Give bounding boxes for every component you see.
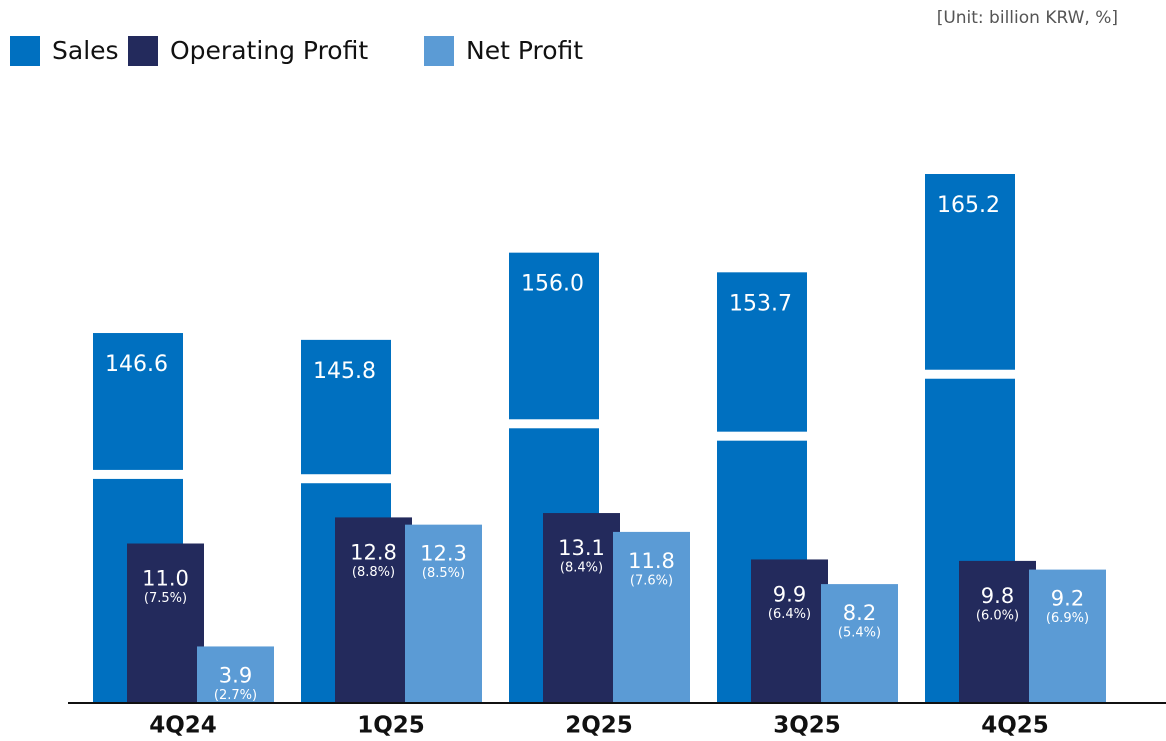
value-label: 9.8 <box>981 584 1014 608</box>
value-label: 8.2 <box>843 601 876 625</box>
value-label: 12.3 <box>420 542 467 566</box>
legend-swatch <box>128 36 158 66</box>
margin-label: (6.9%) <box>1046 611 1089 626</box>
margin-label: (2.7%) <box>214 688 257 703</box>
x-tick-label: 4Q25 <box>981 713 1049 739</box>
net-profit-bar <box>197 646 274 703</box>
value-label: 11.8 <box>628 549 675 573</box>
sales-label: 156.0 <box>521 272 584 297</box>
axis-break <box>300 474 392 484</box>
margin-label: (6.0%) <box>976 608 1019 623</box>
value-label: 3.9 <box>219 663 252 687</box>
operating-profit-bar <box>959 560 1036 703</box>
value-label: 11.0 <box>142 567 189 591</box>
x-tick-label: 4Q24 <box>149 713 217 739</box>
value-label: 9.2 <box>1051 587 1084 611</box>
value-label: 13.1 <box>558 536 605 560</box>
net-profit-bar <box>613 531 690 703</box>
value-label: 9.9 <box>773 582 806 606</box>
net-profit-bar <box>1029 569 1106 703</box>
margin-label: (8.5%) <box>422 566 465 581</box>
margin-label: (5.4%) <box>838 626 881 641</box>
x-tick-label: 1Q25 <box>357 713 425 739</box>
sales-label: 146.6 <box>105 352 168 377</box>
sales-label: 165.2 <box>937 193 1000 218</box>
operating-profit-bar <box>751 559 828 703</box>
sales-label: 145.8 <box>313 359 376 384</box>
x-tick-label: 2Q25 <box>565 713 633 739</box>
axis-break <box>924 369 1016 379</box>
x-tick-label: 3Q25 <box>773 713 841 739</box>
legend-label: Net Profit <box>466 36 583 65</box>
axis-break <box>508 419 600 429</box>
margin-label: (6.4%) <box>768 607 811 622</box>
net-profit-bar <box>821 584 898 703</box>
sales-label: 153.7 <box>729 291 792 316</box>
margin-label: (7.6%) <box>630 573 673 588</box>
operating-profit-bar <box>543 513 620 703</box>
axis-break <box>92 469 184 479</box>
axis-break <box>716 431 808 441</box>
operating-profit-bar <box>127 543 204 703</box>
margin-label: (8.8%) <box>352 565 395 580</box>
legend-swatch <box>424 36 454 66</box>
value-label: 12.8 <box>350 540 397 564</box>
margin-label: (8.4%) <box>560 561 603 576</box>
operating-profit-bar <box>335 517 412 703</box>
net-profit-bar <box>405 524 482 703</box>
legend-label: Sales <box>52 36 119 65</box>
unit-note: [Unit: billion KRW, %] <box>937 8 1118 28</box>
legend-swatch <box>10 36 40 66</box>
legend-label: Operating Profit <box>170 36 368 65</box>
margin-label: (7.5%) <box>144 591 187 606</box>
